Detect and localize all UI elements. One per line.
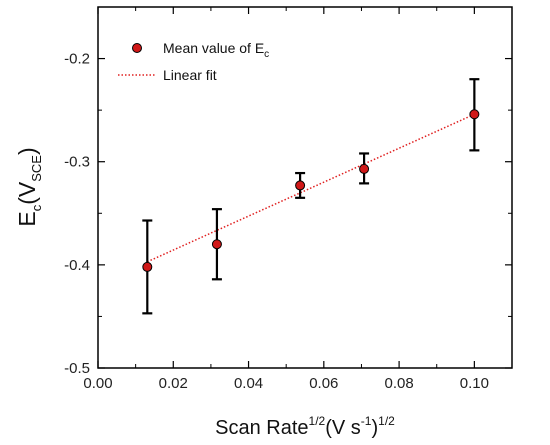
fit-line <box>146 113 475 263</box>
plot-frame <box>97 6 513 369</box>
axis-ticks: 0.00 0.02 0.04 0.06 0.08 0.10 -0.5 -0.4 -0.3 -0.2 <box>64 6 512 392</box>
data-point <box>211 239 222 250</box>
x-axis-title: Scan Rate1/2(V s-1)1/2 <box>215 414 395 439</box>
x-tick-label: 0.06 <box>309 375 338 392</box>
y-tick-label: -0.4 <box>64 257 90 274</box>
y-tick-label: -0.3 <box>64 154 90 171</box>
data-point <box>295 180 306 191</box>
data-point <box>142 261 153 272</box>
y-axis-title: Ec(VSCE) <box>14 147 44 226</box>
x-tick-label: 0.04 <box>234 375 263 392</box>
data-point <box>469 109 480 120</box>
data-point <box>359 163 370 174</box>
fit-layer <box>146 113 475 263</box>
x-tick-label: 0.00 <box>83 375 112 392</box>
legend-label-mean: Mean value of Ec <box>163 40 269 60</box>
y-tick-label: -0.5 <box>64 360 90 377</box>
legend-marker-mean <box>132 43 142 53</box>
x-tick-label: 0.10 <box>460 375 489 392</box>
points-layer <box>142 78 480 315</box>
x-tick-label: 0.08 <box>384 375 413 392</box>
x-tick-label: 0.02 <box>159 375 188 392</box>
legend-label-fit: Linear fit <box>163 67 217 83</box>
legend: Mean value of Ec Linear fit <box>118 40 269 83</box>
y-tick-label: -0.2 <box>64 51 90 68</box>
